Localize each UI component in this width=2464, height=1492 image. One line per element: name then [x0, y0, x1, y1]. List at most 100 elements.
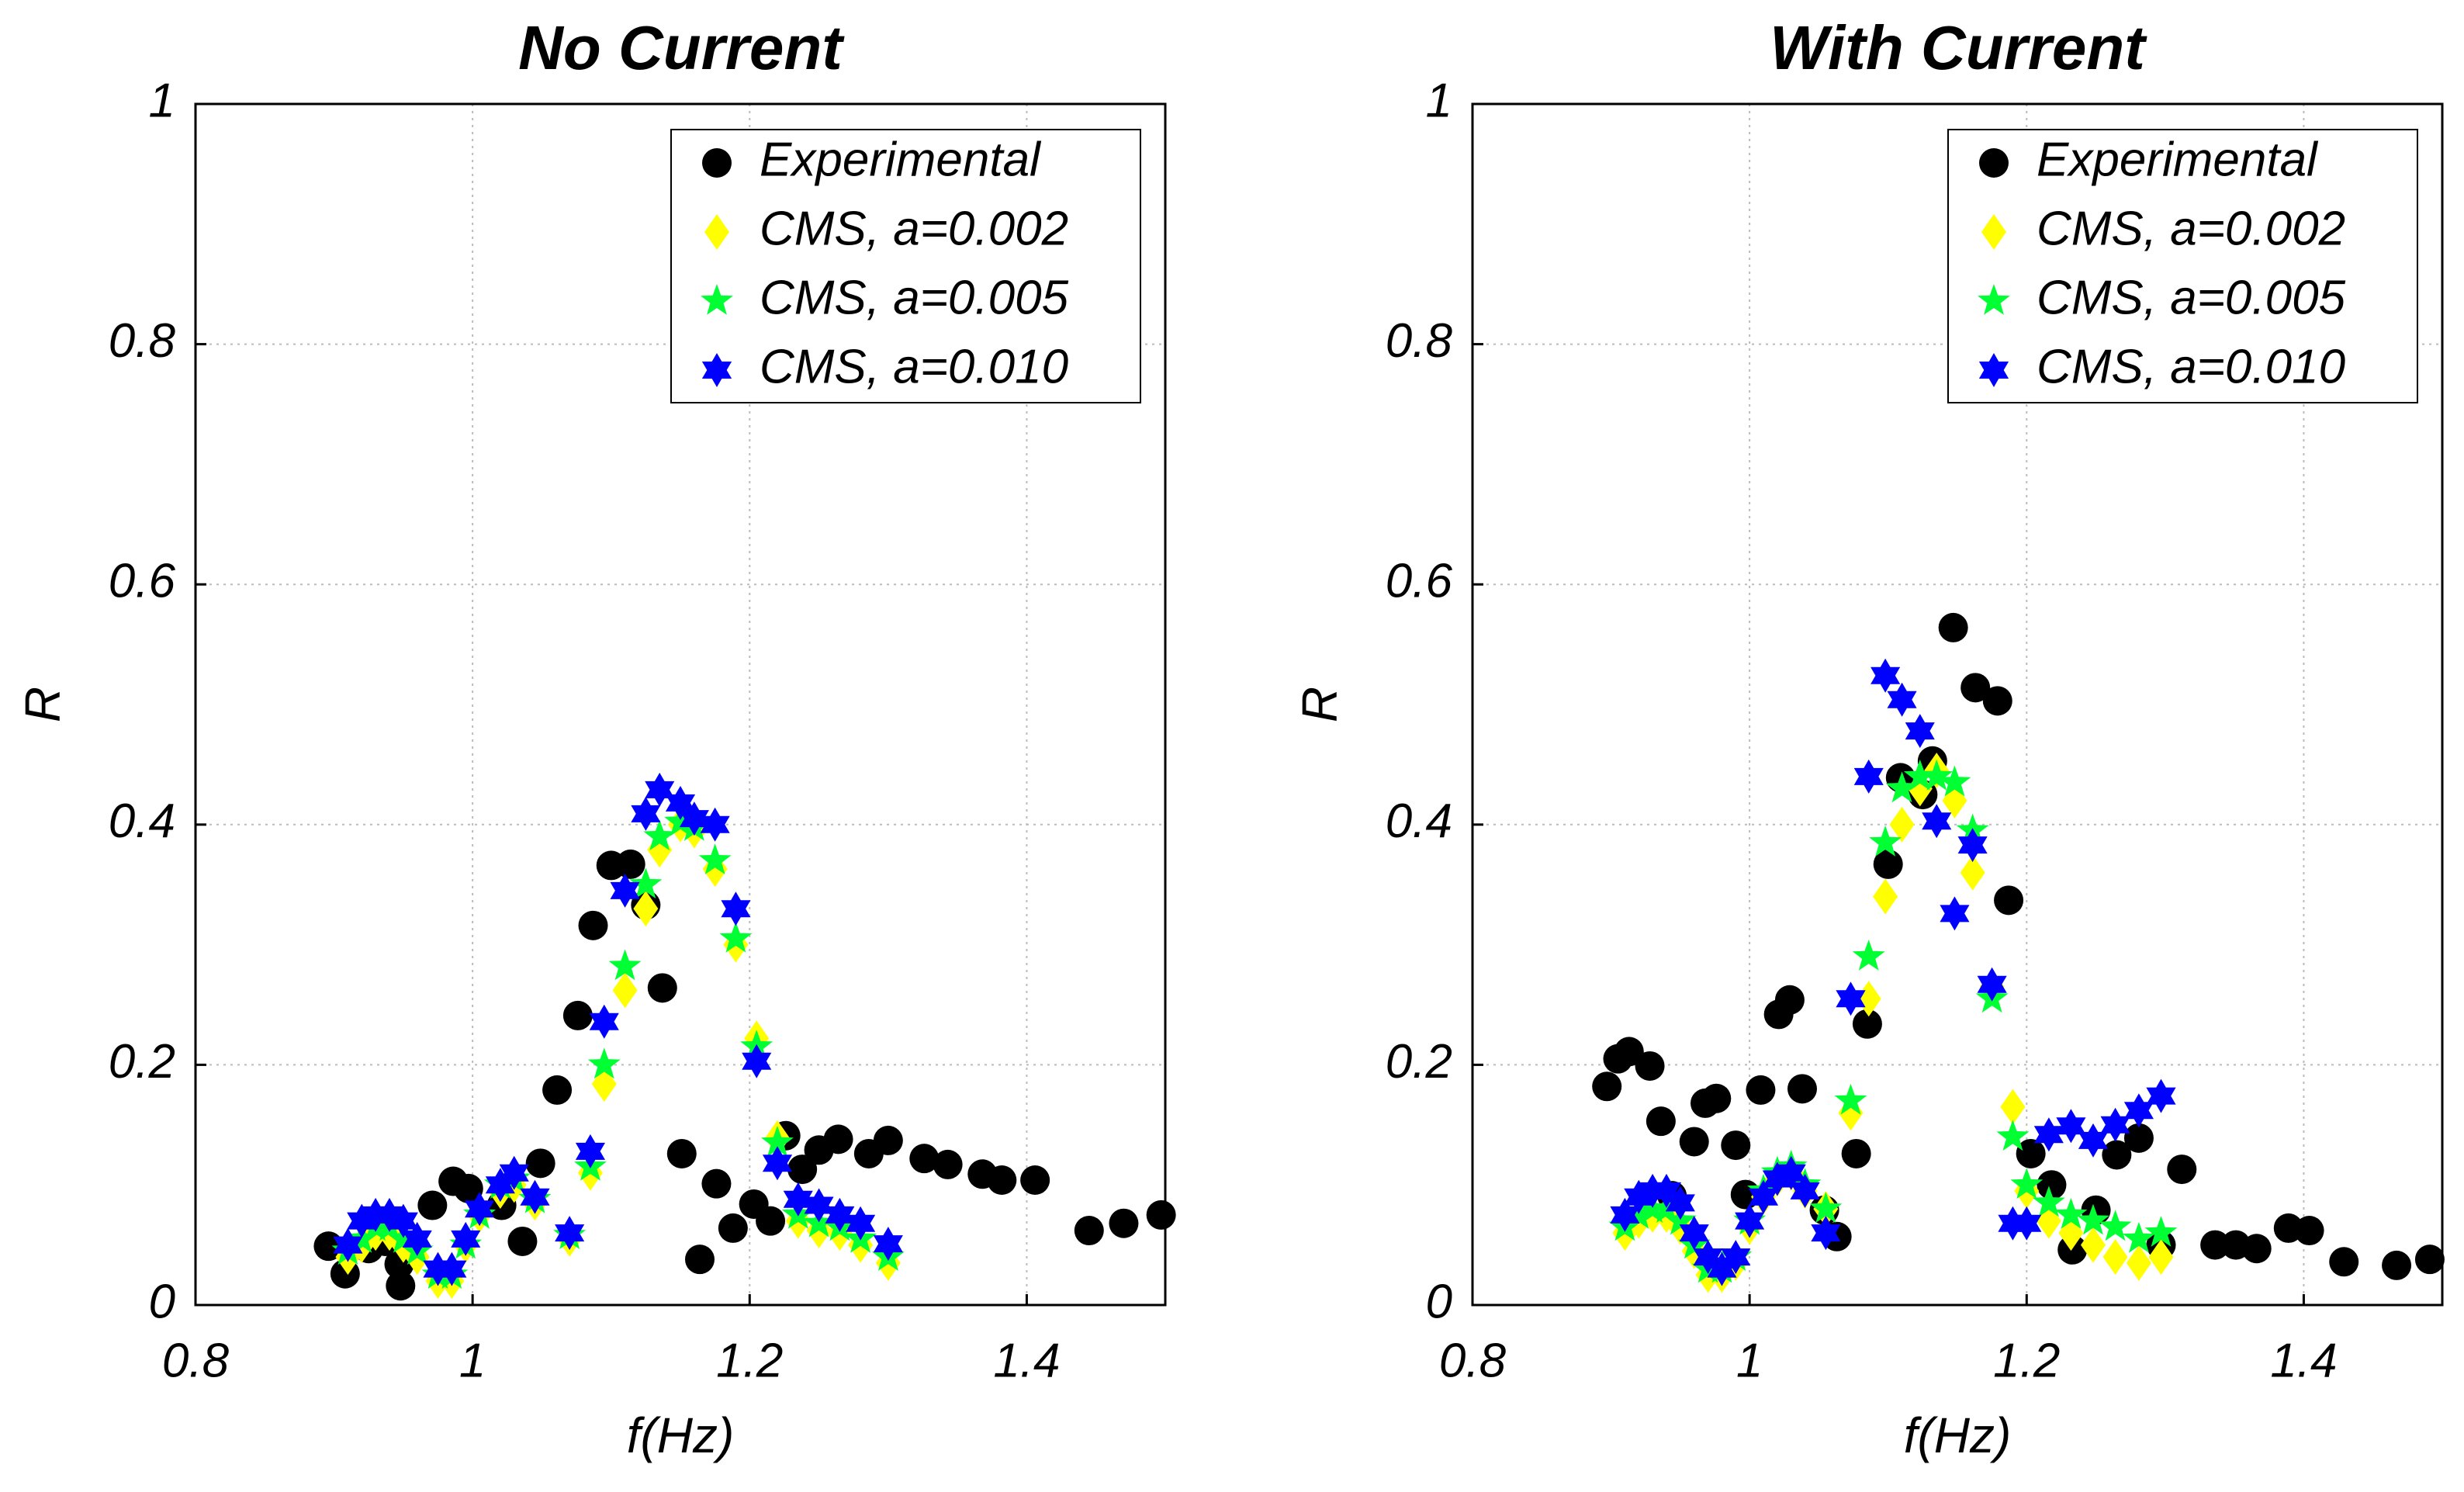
- data-point: [1856, 981, 1881, 1017]
- data-point: [685, 1244, 715, 1275]
- data-point: [1746, 1075, 1776, 1105]
- data-point: [1592, 1071, 1622, 1102]
- axes-box: [194, 102, 1167, 1307]
- data-point: [465, 1192, 495, 1227]
- data-point: [2057, 1234, 2088, 1265]
- legend-label: CMS, a=0.005: [760, 271, 1069, 324]
- data-point: [612, 972, 638, 1009]
- data-point: [1873, 849, 1903, 879]
- data-point: [719, 921, 753, 953]
- data-point: [1996, 1120, 2030, 1151]
- data-point: [507, 1226, 538, 1256]
- data-point: [608, 949, 642, 981]
- y-tick-label: 0: [1426, 1275, 1452, 1328]
- legend-box: [670, 129, 1141, 403]
- data-point: [1679, 1216, 1709, 1251]
- data-point: [698, 843, 732, 874]
- data-point: [2123, 1093, 2154, 1128]
- data-point: [643, 819, 677, 851]
- data-point: [2037, 1170, 2067, 1200]
- data-point: [1977, 967, 2007, 1002]
- y-tick-label: 0.6: [1386, 555, 1453, 608]
- legend-marker: [1979, 148, 2009, 178]
- data-point: [1020, 1165, 1050, 1196]
- chart-title: With Current: [1770, 13, 2147, 82]
- data-point: [2414, 1244, 2445, 1275]
- data-point: [987, 1165, 1017, 1196]
- data-point: [1852, 940, 1885, 971]
- data-point: [1903, 759, 1936, 791]
- y-axis-label: R: [15, 687, 71, 722]
- x-tick-label: 0.8: [162, 1334, 230, 1387]
- data-point: [2016, 1138, 2046, 1168]
- data-point: [2000, 1089, 2026, 1125]
- data-point: [2054, 1197, 2088, 1229]
- x-tick-label: 1: [459, 1334, 486, 1387]
- legend-box: [1947, 129, 2418, 403]
- x-tick-label: 1.2: [1993, 1334, 2060, 1387]
- legend-marker: [702, 148, 732, 178]
- data-point: [2099, 1210, 2132, 1241]
- x-tick-label: 1.2: [716, 1334, 783, 1387]
- data-point: [2329, 1247, 2359, 1277]
- x-axis-label: f(Hz): [1904, 1407, 2012, 1463]
- data-point: [1809, 1192, 1843, 1223]
- data-point: [2077, 1203, 2109, 1235]
- data-point: [631, 796, 661, 831]
- data-point: [542, 1075, 573, 1105]
- data-point: [1938, 612, 1968, 642]
- data-point: [437, 1251, 467, 1286]
- data-point: [1885, 771, 1919, 803]
- data-point: [804, 1188, 834, 1223]
- data-point: [1922, 804, 1952, 839]
- data-point: [2033, 1117, 2064, 1152]
- x-tick-label: 1.4: [993, 1334, 1060, 1387]
- data-point: [1811, 1216, 1841, 1251]
- data-point: [1146, 1199, 1176, 1230]
- data-point: [823, 1124, 853, 1154]
- data-point: [578, 910, 608, 940]
- data-point: [679, 801, 709, 836]
- data-point: [386, 1271, 416, 1301]
- legend-label: Experimental: [2037, 133, 2319, 186]
- data-point: [633, 891, 659, 927]
- x-tick-label: 1.4: [2270, 1334, 2337, 1387]
- data-point: [1869, 826, 1902, 857]
- data-point: [388, 1203, 418, 1238]
- data-point: [721, 891, 751, 926]
- data-point: [1776, 1155, 1806, 1190]
- data-point: [1853, 759, 1884, 794]
- data-point: [700, 807, 730, 842]
- data-point: [2012, 1206, 2042, 1241]
- data-point: [1721, 1130, 1751, 1161]
- data-point: [909, 1144, 940, 1174]
- data-point: [1748, 1179, 1779, 1214]
- data-point: [1889, 806, 1915, 843]
- y-tick-label: 1: [149, 74, 175, 127]
- data-point: [1701, 1083, 1732, 1113]
- legend-label: CMS, a=0.002: [760, 202, 1068, 255]
- data-point: [2144, 1216, 2178, 1247]
- data-point: [1920, 759, 1954, 791]
- data-point: [2382, 1250, 2412, 1280]
- y-tick-label: 0.6: [109, 555, 176, 608]
- data-point: [873, 1125, 903, 1155]
- data-point: [589, 1004, 619, 1039]
- data-point: [2102, 1140, 2132, 1170]
- data-point: [2081, 1227, 2106, 1263]
- data-point: [2167, 1154, 2197, 1185]
- data-point: [1887, 682, 1917, 717]
- data-point: [2123, 1221, 2155, 1253]
- legend-marker: [1978, 353, 2009, 387]
- data-point: [499, 1155, 529, 1190]
- y-tick-label: 0.2: [1386, 1035, 1452, 1089]
- data-point: [1957, 828, 1988, 863]
- legend-label: CMS, a=0.010: [760, 340, 1068, 393]
- data-point: [787, 1154, 818, 1185]
- data-point: [1841, 1138, 1871, 1168]
- data-point: [1646, 1106, 1676, 1137]
- legend-marker: [704, 214, 729, 250]
- data-point: [1938, 765, 1971, 797]
- data-point: [2294, 1216, 2324, 1246]
